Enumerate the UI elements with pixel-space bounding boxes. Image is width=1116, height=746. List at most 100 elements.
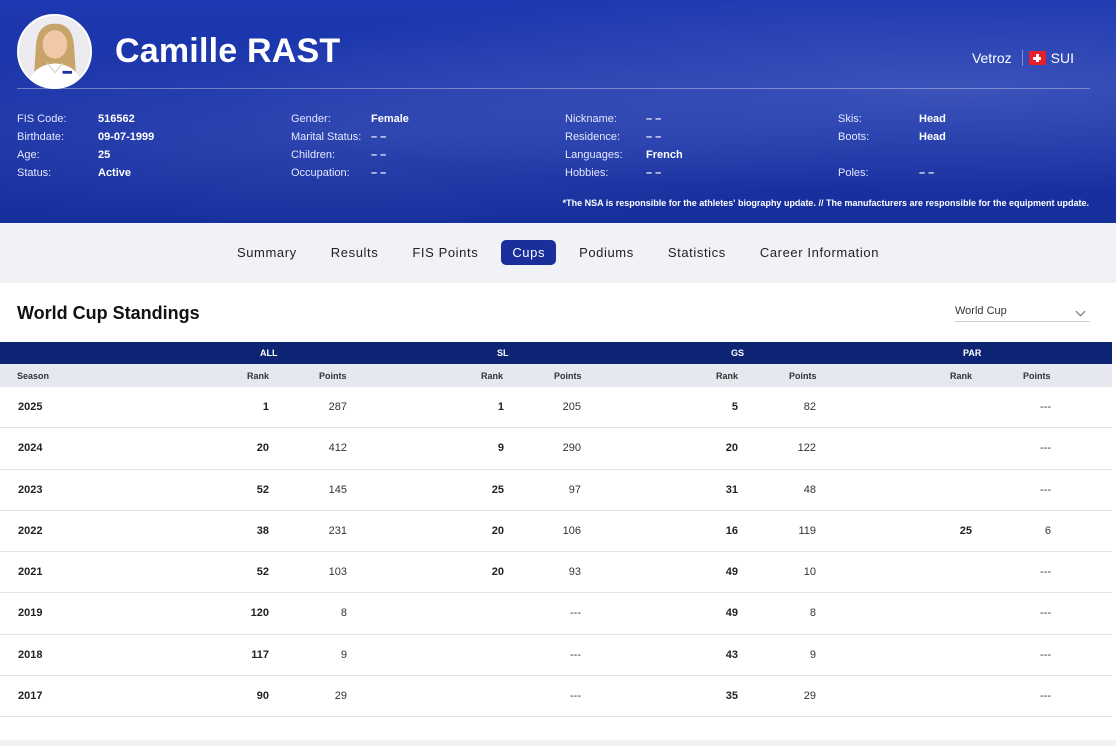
par-points-cell: --- <box>1040 607 1051 620</box>
bio-value: French <box>646 149 683 161</box>
bio-row: Residence: – – <box>565 128 683 146</box>
group-all: ALL <box>260 348 278 358</box>
bio-label: FIS Code: <box>17 113 67 125</box>
all-rank-cell: 1 <box>262 401 269 413</box>
bio-disclaimer: *The NSA is responsible for the athletes… <box>562 198 1089 208</box>
gs-rank-cell: 31 <box>725 483 738 496</box>
par-points-cell: --- <box>1040 401 1051 413</box>
table-row: 2024 20 412 9 290 20 122 --- <box>0 428 1112 470</box>
bio-column-4: Skis: Head Boots: Head Poles: – – <box>838 110 946 182</box>
tab-statistics[interactable]: Statistics <box>667 245 726 260</box>
bio-row: Age: 25 <box>17 146 154 164</box>
all-rank-cell: 52 <box>256 566 269 579</box>
group-par: PAR <box>963 348 982 358</box>
par-points-cell: --- <box>1040 648 1051 661</box>
bio-value: Female <box>371 113 409 125</box>
par-points-cell: --- <box>1040 566 1051 579</box>
sl-points-cell: --- <box>570 607 581 620</box>
bio-label: Poles: <box>838 167 869 179</box>
sl-points-cell: 106 <box>562 524 581 537</box>
tab-career-information[interactable]: Career Information <box>759 245 880 260</box>
all-points-cell: 9 <box>340 648 347 661</box>
sl-rank-cell: 20 <box>491 524 504 537</box>
table-column-header: Season Rank Points Rank Points Rank Poin… <box>0 364 1112 387</box>
athlete-avatar <box>17 14 92 89</box>
col-rank: Rank <box>247 371 270 381</box>
bio-label: Nickname: <box>565 113 617 125</box>
bio-value: – – <box>371 131 387 143</box>
gs-rank-cell: 5 <box>731 401 738 413</box>
bio-row: Nickname: – – <box>565 110 683 128</box>
bio-value: 25 <box>98 149 111 161</box>
season-cell: 2017 <box>18 690 43 703</box>
col-points: Points <box>1023 371 1051 381</box>
divider <box>1021 50 1023 66</box>
all-rank-cell: 117 <box>251 648 269 661</box>
bio-label: Birthdate: <box>17 131 65 143</box>
bio-label: Status: <box>17 167 52 179</box>
bio-label: Occupation: <box>291 167 350 179</box>
all-points-cell: 412 <box>328 442 347 455</box>
gs-points-cell: 10 <box>803 566 816 579</box>
bio-label: Boots: <box>838 131 870 143</box>
gs-points-cell: 119 <box>798 524 816 537</box>
athlete-header: Camille RAST Vetroz SUI FIS Code: 516562 … <box>0 0 1116 223</box>
bio-row: Occupation: – – <box>291 164 409 182</box>
standings-table-body: 2025 1 287 1 205 5 82 --- 2024 20 412 9 … <box>0 387 1112 718</box>
bio-value: 516562 <box>98 113 135 125</box>
swiss-flag-icon <box>1028 51 1046 65</box>
sl-points-cell: 205 <box>562 401 581 413</box>
season-cell: 2025 <box>18 401 43 413</box>
bio-row <box>838 146 946 164</box>
bio-value: – – <box>646 131 662 143</box>
tab-cups[interactable]: Cups <box>501 240 557 265</box>
sl-rank-cell: 9 <box>497 442 504 455</box>
all-points-cell: 145 <box>328 483 347 496</box>
bio-row: Gender: Female <box>291 110 409 128</box>
gs-rank-cell: 49 <box>725 607 738 620</box>
bio-row: Status: Active <box>17 164 154 182</box>
all-rank-cell: 38 <box>256 524 269 537</box>
athlete-location: Vetroz <box>971 50 1012 66</box>
bio-row: FIS Code: 516562 <box>17 110 154 128</box>
tab-fis-points[interactable]: FIS Points <box>412 245 479 260</box>
bio-value: – – <box>646 113 662 125</box>
bio-value: – – <box>371 149 387 161</box>
par-points-cell: --- <box>1040 483 1051 496</box>
table-row: 2019 120 8 --- 49 8 --- <box>0 593 1112 635</box>
page-footer-strip <box>0 740 1116 746</box>
par-points-cell: 6 <box>1044 524 1051 537</box>
bio-row: Poles: – – <box>838 164 946 182</box>
par-points-cell: --- <box>1040 442 1051 455</box>
bio-row: Languages: French <box>565 146 683 164</box>
bio-value: – – <box>919 167 935 179</box>
col-points: Points <box>319 371 347 381</box>
table-group-header: ALL SL GS PAR <box>0 342 1112 364</box>
bio-value: 09-07-1999 <box>98 131 155 143</box>
all-rank-cell: 20 <box>256 442 269 455</box>
col-points: Points <box>789 371 817 381</box>
tab-podiums[interactable]: Podiums <box>579 245 634 260</box>
all-points-cell: 231 <box>328 524 347 537</box>
cup-select[interactable]: World Cup <box>955 305 1090 322</box>
bio-row: Birthdate: 09-07-1999 <box>17 128 154 146</box>
season-cell: 2019 <box>18 607 43 620</box>
bio-row: Children: – – <box>291 146 409 164</box>
season-cell: 2024 <box>18 442 43 455</box>
sl-points-cell: 93 <box>568 566 581 579</box>
tab-summary[interactable]: Summary <box>236 245 297 260</box>
sl-points-cell: --- <box>570 648 581 661</box>
bio-label: Age: <box>17 149 40 161</box>
tab-results[interactable]: Results <box>330 245 379 260</box>
bio-label: Children: <box>291 149 336 161</box>
sl-points-cell: --- <box>570 690 581 703</box>
sl-rank-cell: 25 <box>491 483 504 496</box>
bio-value: Active <box>98 167 132 179</box>
bio-value: Head <box>919 113 946 125</box>
bio-column-3: Nickname: – – Residence: – – Languages: Fre… <box>565 110 683 182</box>
profile-tabs: Summary Results FIS Points Cups Podiums … <box>0 223 1116 282</box>
table-row: 2017 90 29 --- 35 29 --- <box>0 676 1112 718</box>
bio-label: Gender: <box>291 113 331 125</box>
gs-points-cell: 122 <box>797 442 816 455</box>
standings-panel: World Cup Standings World Cup ALL SL GS … <box>0 283 1116 740</box>
